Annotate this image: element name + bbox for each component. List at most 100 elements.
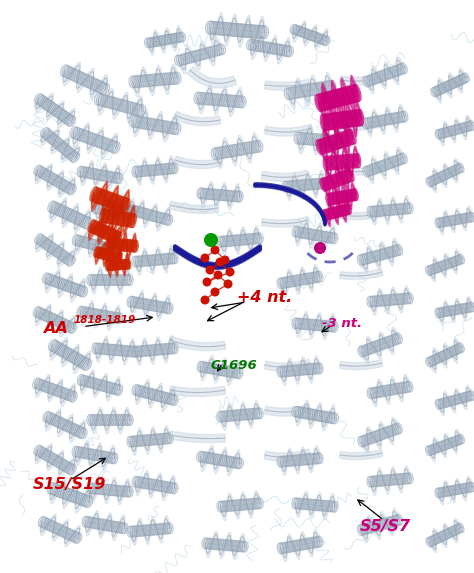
Polygon shape	[47, 173, 55, 183]
Circle shape	[201, 253, 210, 262]
Polygon shape	[374, 340, 381, 351]
Polygon shape	[359, 436, 366, 446]
Polygon shape	[447, 528, 453, 537]
Polygon shape	[366, 344, 373, 354]
Polygon shape	[246, 234, 253, 245]
Polygon shape	[264, 359, 311, 371]
Polygon shape	[454, 77, 461, 86]
Polygon shape	[375, 206, 382, 217]
Polygon shape	[446, 81, 453, 90]
Polygon shape	[166, 121, 173, 134]
Polygon shape	[384, 427, 391, 438]
Polygon shape	[106, 274, 112, 285]
Polygon shape	[219, 365, 226, 376]
Polygon shape	[205, 48, 212, 58]
Polygon shape	[342, 132, 349, 146]
Polygon shape	[399, 154, 406, 164]
Polygon shape	[333, 174, 339, 186]
Polygon shape	[92, 379, 99, 389]
Polygon shape	[333, 207, 337, 218]
Polygon shape	[462, 123, 467, 132]
Polygon shape	[83, 131, 91, 143]
Polygon shape	[89, 274, 95, 285]
Polygon shape	[377, 249, 384, 260]
Polygon shape	[141, 166, 147, 176]
Polygon shape	[121, 100, 128, 112]
Polygon shape	[91, 308, 97, 319]
Polygon shape	[314, 410, 321, 421]
Polygon shape	[455, 164, 461, 174]
Polygon shape	[433, 264, 439, 273]
Polygon shape	[305, 454, 311, 465]
Polygon shape	[75, 492, 83, 504]
Polygon shape	[384, 205, 391, 215]
Polygon shape	[329, 156, 334, 170]
Polygon shape	[363, 167, 370, 177]
Polygon shape	[239, 24, 247, 37]
Polygon shape	[91, 517, 97, 528]
Polygon shape	[451, 526, 457, 535]
Polygon shape	[152, 37, 158, 46]
Polygon shape	[450, 125, 456, 135]
Polygon shape	[387, 336, 394, 347]
Polygon shape	[307, 30, 314, 40]
Polygon shape	[457, 76, 464, 85]
Polygon shape	[229, 410, 236, 421]
Polygon shape	[65, 281, 73, 292]
Polygon shape	[162, 73, 169, 85]
Polygon shape	[437, 352, 444, 362]
Polygon shape	[456, 394, 462, 404]
Polygon shape	[56, 458, 64, 468]
Polygon shape	[466, 303, 472, 312]
Polygon shape	[91, 378, 98, 389]
Polygon shape	[143, 74, 150, 87]
Polygon shape	[94, 240, 101, 251]
Polygon shape	[127, 414, 133, 426]
Polygon shape	[95, 247, 99, 257]
Polygon shape	[113, 485, 119, 496]
Polygon shape	[114, 345, 121, 356]
Polygon shape	[221, 190, 228, 201]
Polygon shape	[248, 40, 255, 50]
Polygon shape	[215, 94, 223, 106]
Polygon shape	[131, 205, 137, 216]
Polygon shape	[262, 42, 269, 53]
Polygon shape	[79, 357, 87, 368]
Polygon shape	[316, 34, 323, 43]
Polygon shape	[229, 367, 236, 378]
Polygon shape	[394, 383, 401, 394]
Polygon shape	[40, 127, 49, 137]
Polygon shape	[379, 475, 385, 486]
Polygon shape	[214, 454, 221, 465]
Polygon shape	[116, 485, 123, 496]
Polygon shape	[311, 179, 318, 190]
Polygon shape	[71, 425, 79, 435]
Polygon shape	[228, 145, 236, 157]
Polygon shape	[172, 343, 178, 354]
Polygon shape	[331, 233, 338, 244]
Polygon shape	[73, 128, 82, 139]
Polygon shape	[37, 167, 45, 176]
Polygon shape	[214, 364, 221, 375]
Polygon shape	[233, 235, 239, 246]
Polygon shape	[137, 298, 144, 309]
Polygon shape	[255, 233, 261, 244]
Polygon shape	[306, 538, 313, 549]
Polygon shape	[347, 111, 353, 127]
Polygon shape	[62, 488, 70, 499]
Polygon shape	[325, 81, 332, 93]
Polygon shape	[366, 523, 373, 533]
Polygon shape	[381, 205, 387, 216]
Polygon shape	[109, 414, 116, 426]
Polygon shape	[96, 309, 102, 320]
Polygon shape	[453, 437, 459, 446]
Polygon shape	[320, 178, 327, 189]
Polygon shape	[444, 127, 450, 137]
Polygon shape	[454, 395, 460, 404]
Polygon shape	[139, 477, 146, 488]
Polygon shape	[60, 487, 68, 499]
Polygon shape	[53, 342, 62, 353]
Polygon shape	[103, 249, 108, 260]
Polygon shape	[435, 86, 442, 95]
Polygon shape	[321, 115, 328, 131]
